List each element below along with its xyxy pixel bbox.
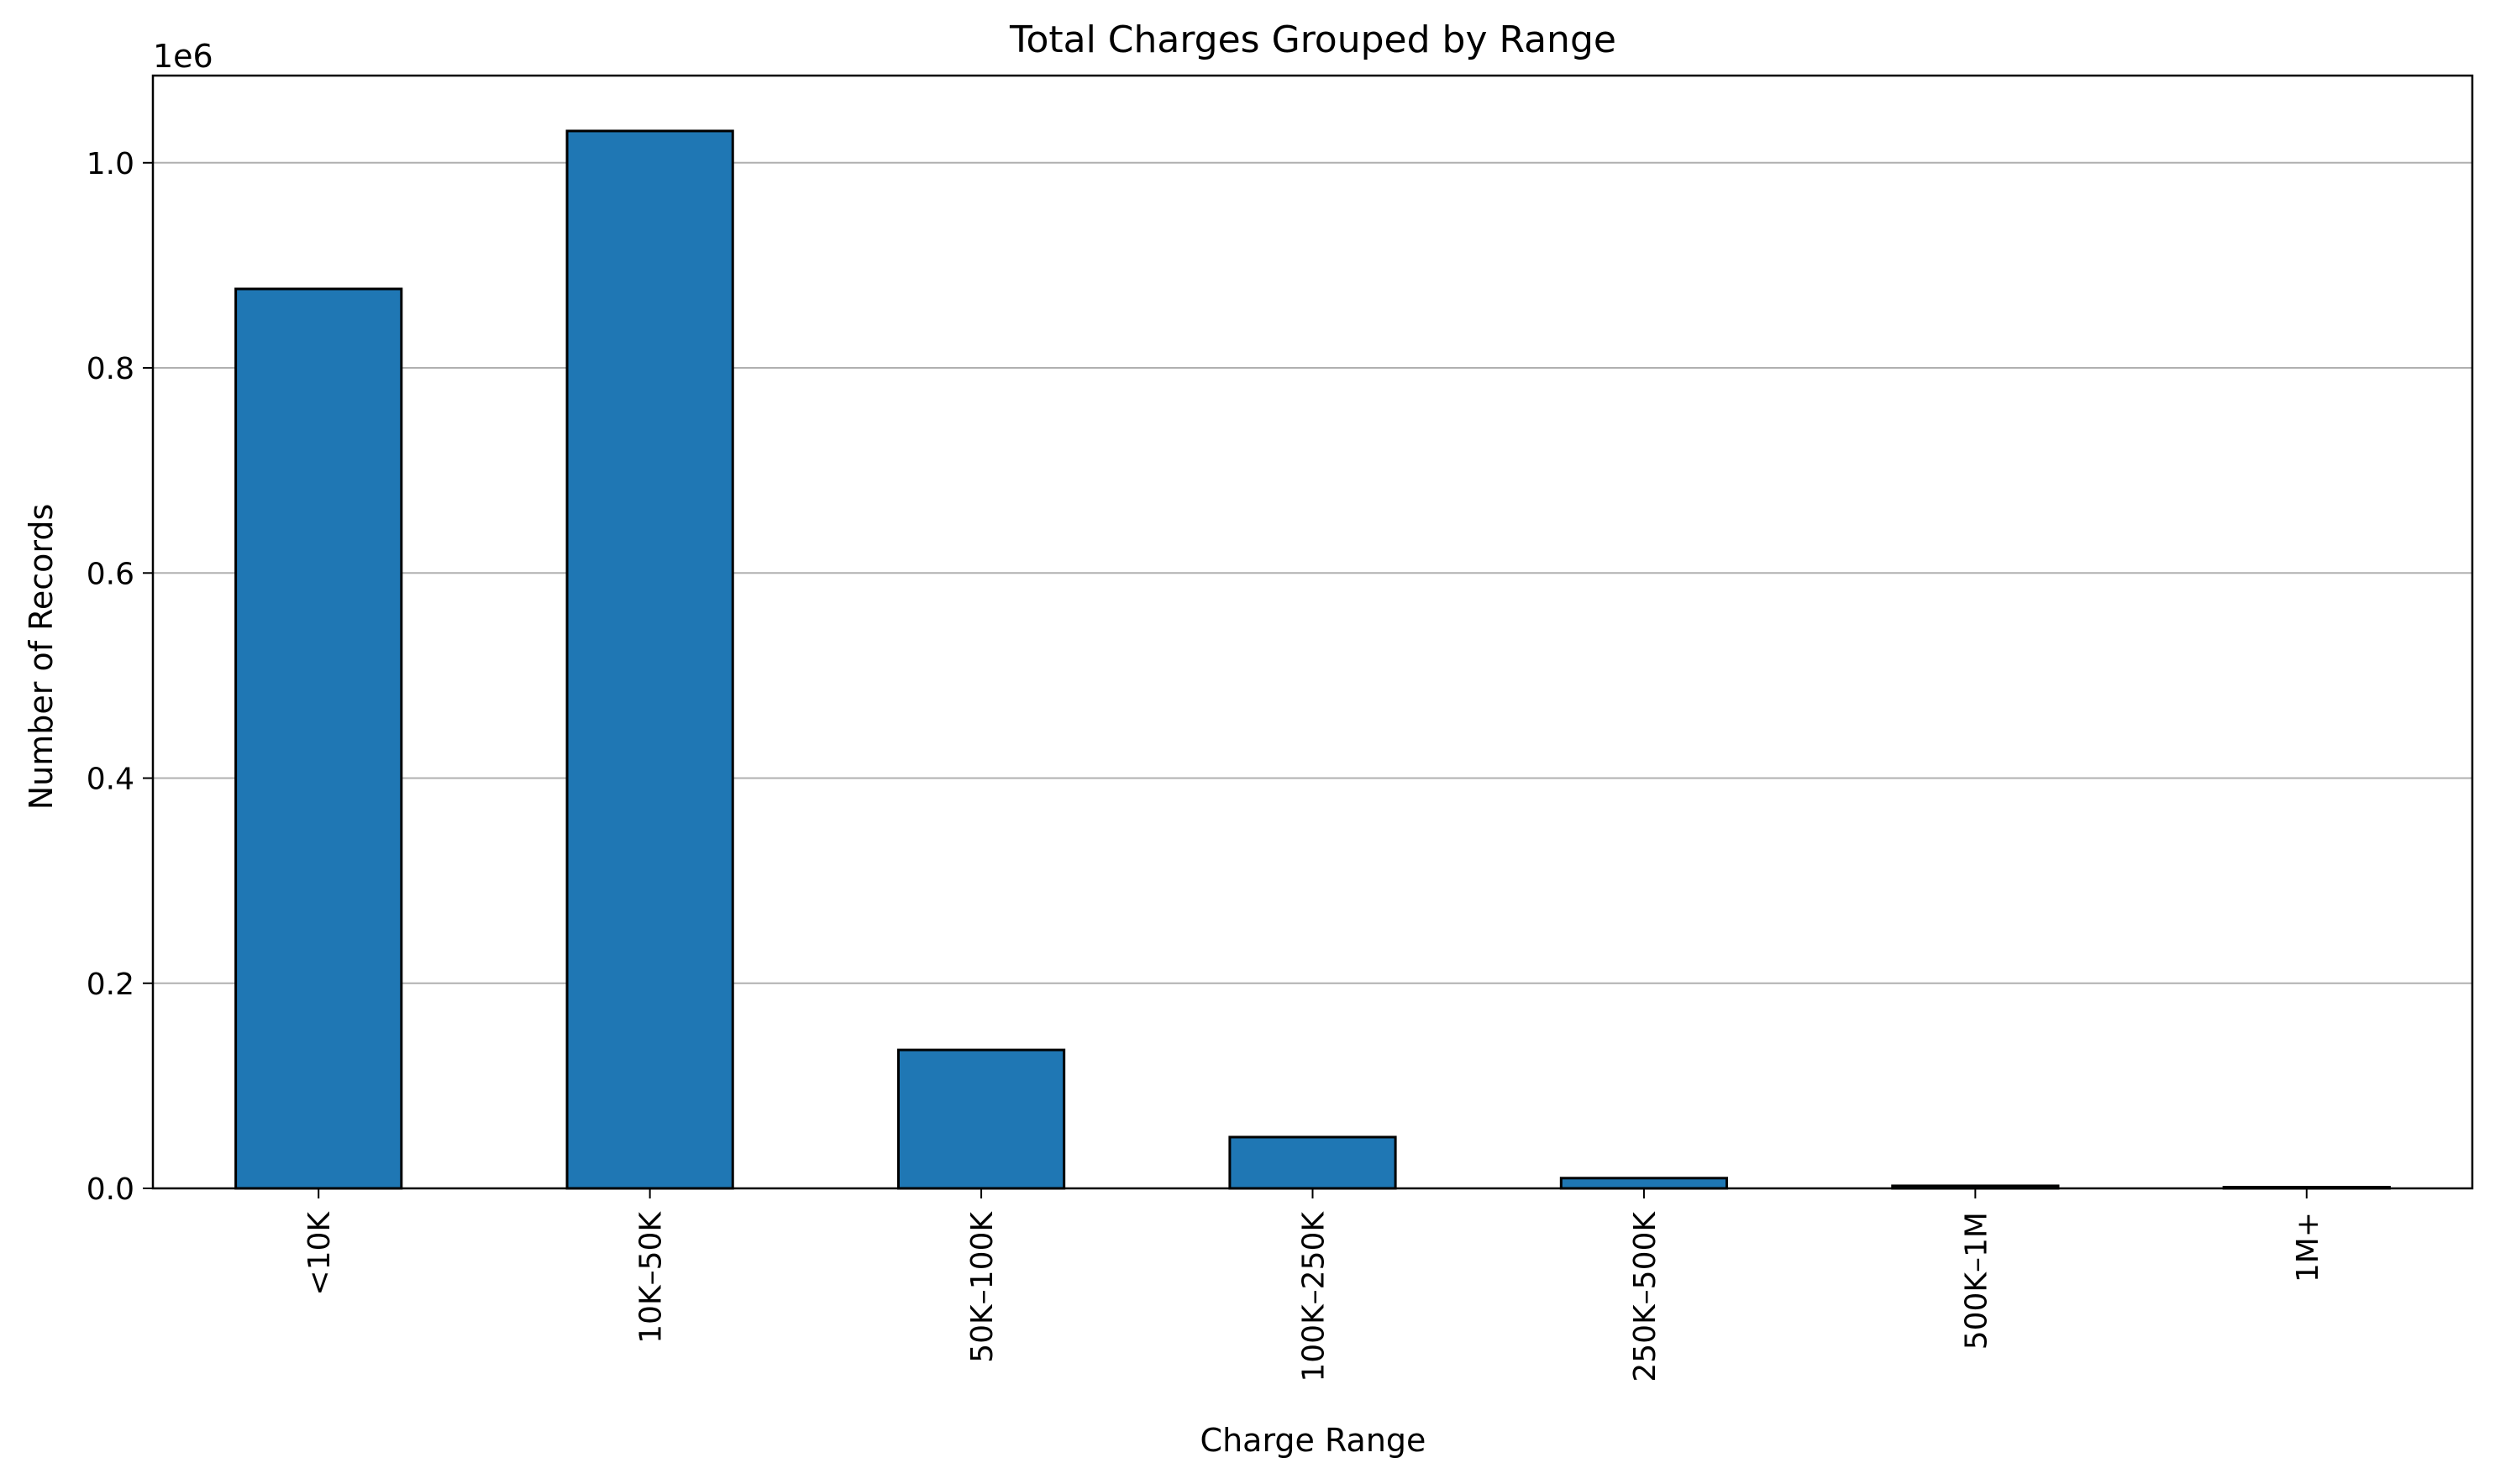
y-tick-label: 0.6	[87, 557, 134, 591]
x-tick-label: <10K	[302, 1211, 337, 1296]
chart-title: Total Charges Grouped by Range	[1009, 18, 1616, 61]
y-tick-label: 0.0	[87, 1172, 134, 1207]
axes-frame	[151, 74, 2474, 1190]
bar	[565, 129, 734, 1190]
x-tick-label: 250K–500K	[1628, 1211, 1662, 1382]
bars	[234, 129, 2391, 1190]
axes: 0.0 0.2 0.4 0.6 0.8 1.0 <10K 10K–50K 50K–100K 100…	[87, 74, 2474, 1382]
x-tick-label: 1M+	[2291, 1212, 2325, 1282]
bar	[1228, 1135, 1397, 1190]
bar	[896, 1048, 1066, 1190]
x-tick-label: 10K–50K	[634, 1211, 669, 1344]
bar	[234, 287, 403, 1190]
y-tick-label: 0.4	[87, 763, 134, 797]
y-tick-label: 0.8	[87, 352, 134, 386]
y-tick-label: 0.2	[87, 967, 134, 1002]
bar	[1559, 1177, 1729, 1190]
x-tick-label: 100K–250K	[1297, 1211, 1332, 1382]
y-axis-offset-label: 1e6	[153, 38, 213, 75]
x-tick-label: 500K–1M	[1959, 1212, 1993, 1350]
x-axis-label: Charge Range	[1200, 1422, 1426, 1459]
x-tick-label: 50K–100K	[965, 1211, 1000, 1363]
y-axis-label: Number of Records	[23, 504, 60, 810]
y-tick-label: 1.0	[87, 147, 134, 181]
